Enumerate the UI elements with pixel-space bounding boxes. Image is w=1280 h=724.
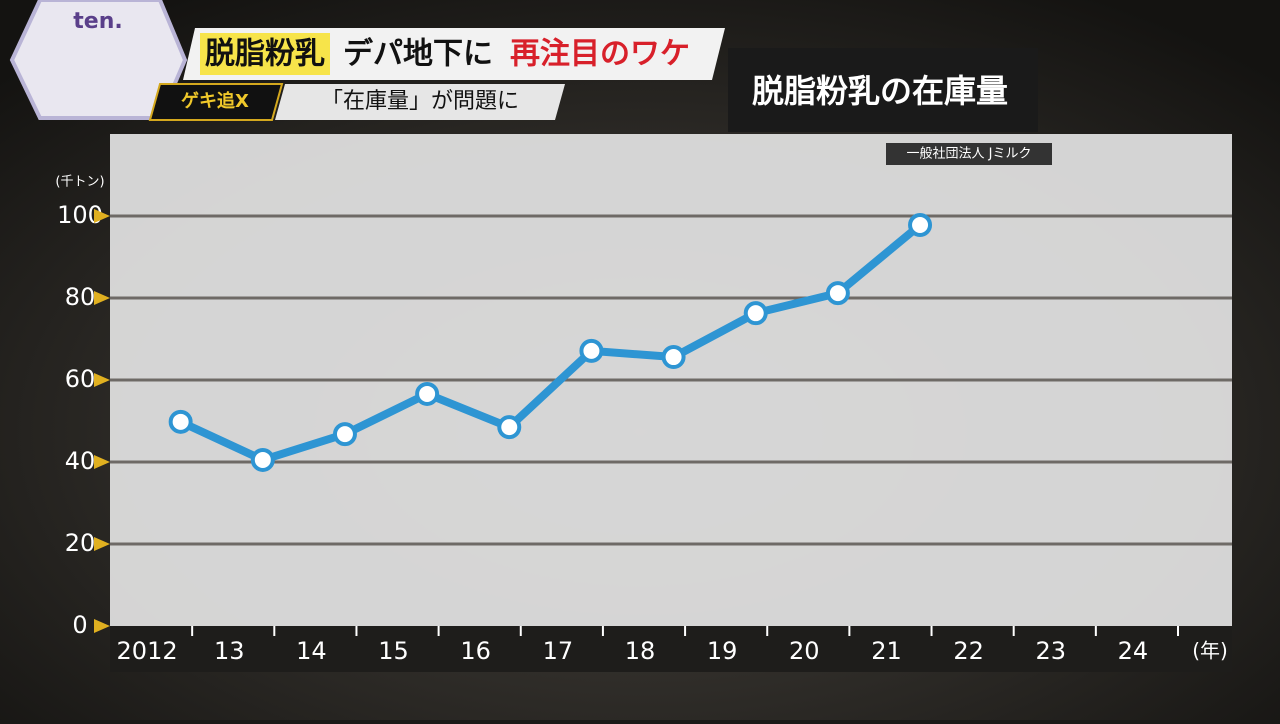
x-tick-label: 19 — [707, 637, 738, 665]
x-unit: (年) — [1192, 639, 1228, 663]
x-tick-label: 17 — [543, 637, 574, 665]
y-tick-label: 0 — [72, 611, 87, 639]
point — [250, 447, 275, 472]
x-tick-label: 23 — [1035, 637, 1066, 665]
headline-highlight-box — [200, 33, 330, 75]
y-tick-mark — [94, 291, 110, 305]
chart-title-box — [728, 48, 1038, 132]
point — [415, 381, 440, 406]
point — [332, 422, 357, 447]
headline-red: 再注目のワケ — [510, 37, 690, 72]
y-tick-mark — [94, 455, 110, 469]
source: 一般社団法人 Jミルク — [907, 147, 1032, 162]
y-tick-label: 80 — [65, 283, 96, 311]
y-unit: (千トン) — [55, 175, 104, 190]
x-tick-label: 20 — [789, 637, 820, 665]
x-tick-label: 21 — [871, 637, 902, 665]
y-tick-label: 20 — [65, 529, 96, 557]
headline-highlight: 脱脂粉乳 — [205, 37, 325, 72]
badge: ゲキ追X — [181, 90, 249, 112]
x-tick-label: 15 — [378, 637, 409, 665]
line — [178, 221, 923, 464]
x-tick-label: 2012 — [117, 637, 178, 665]
x-tick-label: 16 — [460, 637, 491, 665]
y-tick-mark — [94, 537, 110, 551]
y-tick-mark — [94, 619, 110, 633]
x-tick-label: 18 — [625, 637, 656, 665]
subtitle-banner — [275, 84, 565, 120]
point — [908, 213, 933, 238]
y-tick-mark — [94, 373, 110, 387]
subtitle: 「在庫量」が問題に — [321, 89, 519, 114]
x-tick-label: 24 — [1118, 637, 1149, 665]
source-box — [886, 143, 1052, 165]
point — [661, 345, 686, 370]
headline: デパ地下に — [343, 37, 493, 72]
chart-title: 脱脂粉乳の在庫量 — [752, 72, 1008, 110]
y-tick-label: 40 — [65, 447, 96, 475]
y-tick-mark — [94, 209, 110, 223]
logo: ten. — [73, 9, 122, 34]
x-axis-band — [110, 626, 1232, 672]
point — [825, 281, 850, 306]
x-tick-label: 13 — [214, 637, 245, 665]
x-tick-label: 22 — [953, 637, 984, 665]
point — [743, 301, 768, 326]
point — [497, 415, 522, 440]
point — [168, 409, 193, 434]
y-tick-label: 60 — [65, 365, 96, 393]
point — [579, 338, 604, 363]
x-tick-label: 14 — [296, 637, 327, 665]
badge-box — [148, 83, 284, 121]
